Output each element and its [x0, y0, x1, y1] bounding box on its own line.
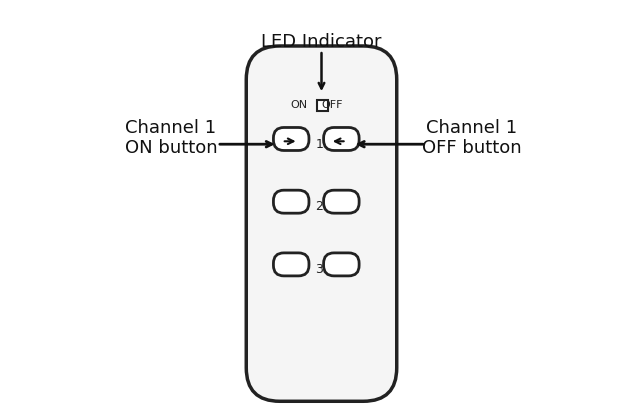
Text: 3: 3 [316, 263, 323, 276]
FancyBboxPatch shape [273, 190, 309, 213]
Text: Channel 1
OFF button: Channel 1 OFF button [422, 119, 521, 157]
FancyBboxPatch shape [273, 127, 309, 150]
Text: LED Indicator: LED Indicator [261, 33, 382, 51]
FancyBboxPatch shape [246, 46, 397, 401]
Bar [317, 100, 328, 111]
Text: ON: ON [290, 100, 307, 110]
Text: 2: 2 [316, 200, 323, 214]
Text: OFF: OFF [322, 100, 343, 110]
FancyBboxPatch shape [273, 253, 309, 276]
Text: 1: 1 [316, 138, 323, 151]
FancyBboxPatch shape [323, 253, 359, 276]
Text: Channel 1
ON button: Channel 1 ON button [125, 119, 217, 157]
FancyBboxPatch shape [323, 190, 359, 213]
FancyBboxPatch shape [323, 127, 359, 150]
